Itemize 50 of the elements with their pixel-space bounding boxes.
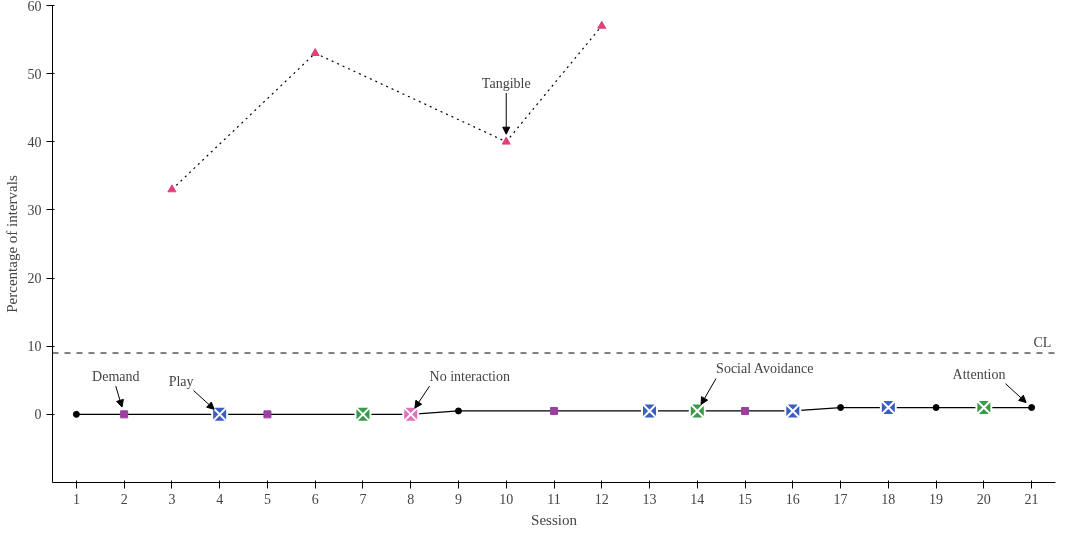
y-tick-label: 0 xyxy=(34,407,42,423)
x-tick-label: 21 xyxy=(1024,491,1039,507)
point xyxy=(263,410,272,419)
point xyxy=(167,184,177,193)
annotation: No interaction xyxy=(429,369,510,385)
y-axis-title: Percentage of intervals xyxy=(3,175,20,313)
x-tick-label: 11 xyxy=(547,491,561,507)
point xyxy=(310,48,320,57)
ref-line-label: CL xyxy=(1033,335,1052,351)
x-tick-label: 17 xyxy=(833,491,848,507)
point xyxy=(120,410,129,419)
annotation: Demand xyxy=(92,369,140,385)
x-tick-label: 13 xyxy=(642,491,657,507)
annotation: Tangible xyxy=(481,76,531,91)
annotation: Attention xyxy=(952,366,1006,382)
point xyxy=(501,136,511,145)
x-tick-label: 8 xyxy=(407,491,415,507)
point xyxy=(741,406,750,415)
x-tick-label: 2 xyxy=(120,491,128,507)
x-tick-label: 12 xyxy=(594,491,609,507)
point xyxy=(837,404,845,412)
x-tick-label: 15 xyxy=(738,491,753,507)
y-tick-label: 40 xyxy=(27,134,42,150)
y-tick-label: 60 xyxy=(27,0,42,14)
x-tick-label: 19 xyxy=(929,491,944,507)
point xyxy=(597,20,607,29)
x-tick-label: 20 xyxy=(976,491,991,507)
x-axis-title: Session xyxy=(531,511,578,528)
x-tick-label: 7 xyxy=(359,491,367,507)
x-tick-label: 3 xyxy=(168,491,176,507)
x-tick-label: 14 xyxy=(690,491,705,507)
point xyxy=(932,404,940,412)
y-tick-label: 30 xyxy=(27,202,42,218)
x-tick-label: 9 xyxy=(454,491,462,507)
x-tick-label: 4 xyxy=(216,491,224,507)
x-tick-label: 10 xyxy=(499,491,514,507)
x-tick-label: 6 xyxy=(311,491,319,507)
point xyxy=(1028,404,1036,412)
annotation: Play xyxy=(168,373,194,389)
x-tick-label: 16 xyxy=(785,491,800,507)
x-tick-label: 18 xyxy=(881,491,896,507)
y-tick-label: 10 xyxy=(27,339,42,355)
point xyxy=(550,406,558,415)
x-tick-label: 1 xyxy=(72,491,80,507)
y-tick-label: 20 xyxy=(27,271,42,287)
point xyxy=(454,407,462,415)
y-tick-label: 50 xyxy=(27,66,42,82)
point xyxy=(72,410,80,418)
annotation: Social Avoidance xyxy=(716,361,814,377)
x-tick-label: 5 xyxy=(263,491,271,507)
